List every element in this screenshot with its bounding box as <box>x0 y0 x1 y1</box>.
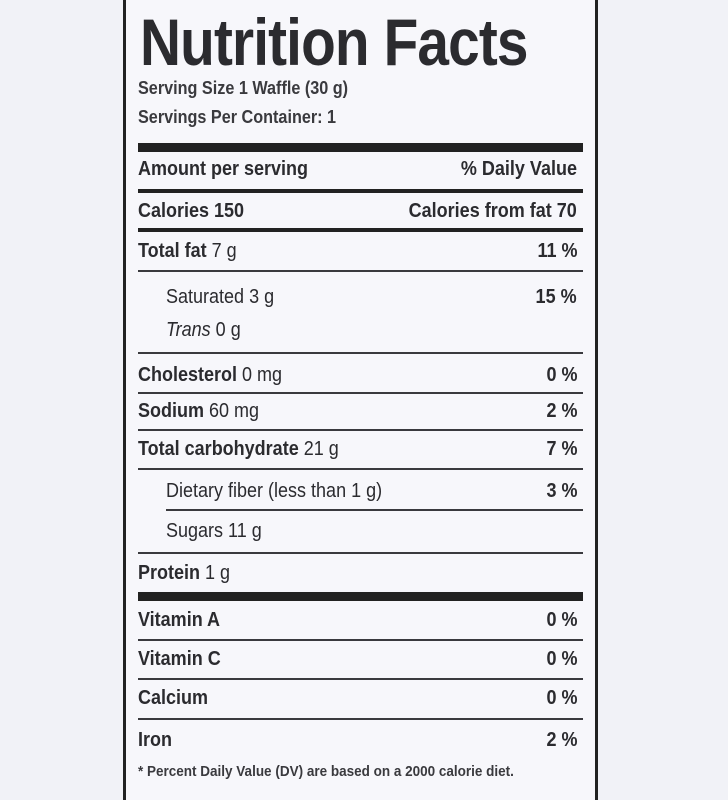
nutrient-name: Saturated <box>166 286 245 308</box>
nutrition-label: Nutrition Facts Serving Size 1 Waffle (3… <box>123 0 598 800</box>
vitamin-row-calcium: Calcium 0 % <box>138 687 583 717</box>
divider <box>138 429 583 431</box>
divider <box>138 392 583 394</box>
nutrient-row-protein: Protein 1 g <box>138 562 583 592</box>
calories-value: Calories 150 <box>138 200 245 222</box>
nutrient-row-total-fat: Total fat 7 g 11 % <box>138 240 583 270</box>
nutrient-amount: 0 mg <box>242 364 283 386</box>
divider <box>138 678 583 680</box>
nutrient-row-saturated: Saturated 3 g 15 % <box>138 286 583 316</box>
nutrient-dv: 0 % <box>545 364 577 386</box>
divider <box>138 552 583 554</box>
vitamin-name: Iron <box>138 729 173 751</box>
nutrient-name: Protein <box>138 562 201 584</box>
nutrient-row-cholesterol: Cholesterol 0 mg 0 % <box>138 364 583 394</box>
footnote: * Percent Daily Value (DV) are based on … <box>138 763 514 780</box>
thick-divider <box>138 143 583 152</box>
amount-header: Amount per serving <box>138 158 309 180</box>
vitamin-dv: 0 % <box>545 687 577 709</box>
vitamin-dv: 0 % <box>545 648 577 670</box>
nutrient-amount: 7 g <box>211 240 237 262</box>
nutrient-row-sodium: Sodium 60 mg 2 % <box>138 400 583 430</box>
nutrient-dv: 7 % <box>545 438 577 460</box>
nutrient-amount: 11 g <box>228 520 262 542</box>
vitamin-row-iron: Iron 2 % <box>138 729 583 759</box>
divider <box>138 468 583 470</box>
label-title: Nutrition Facts <box>140 5 528 79</box>
divider <box>138 270 583 272</box>
vitamin-name: Vitamin C <box>138 648 221 670</box>
divider <box>138 352 583 354</box>
medium-divider <box>138 228 583 232</box>
nutrient-name: Trans <box>166 319 211 341</box>
vitamin-dv: 0 % <box>545 609 577 631</box>
nutrient-dv: 11 % <box>536 240 577 262</box>
divider <box>166 509 583 511</box>
vitamin-name: Calcium <box>138 687 209 709</box>
nutrient-dv: 15 % <box>535 286 577 308</box>
calories-from-fat: Calories from fat 70 <box>408 200 577 222</box>
vitamin-row-c: Vitamin C 0 % <box>138 648 583 678</box>
calories-row: Calories 150 Calories from fat 70 <box>138 200 583 230</box>
nutrient-row-trans: Trans 0 g <box>138 319 583 349</box>
nutrient-dv: 2 % <box>545 400 577 422</box>
servings-per-container: Servings Per Container: 1 <box>138 107 337 127</box>
nutrient-name: Total fat <box>138 240 207 262</box>
nutrient-dv: 3 % <box>545 480 577 502</box>
nutrient-row-dietary-fiber: Dietary fiber (less than 1 g) 3 % <box>138 480 583 510</box>
thick-divider <box>138 592 583 601</box>
nutrient-row-sugars: Sugars 11 g <box>138 520 583 550</box>
nutrient-amount: (less than 1 g) <box>268 480 383 502</box>
vitamin-name: Vitamin A <box>138 609 221 631</box>
nutrient-name: Total carbohydrate <box>138 438 299 460</box>
nutrient-amount: 1 g <box>205 562 231 584</box>
serving-size: Serving Size 1 Waffle (30 g) <box>138 78 349 98</box>
divider <box>138 639 583 641</box>
header-row: Amount per serving % Daily Value <box>138 158 583 188</box>
nutrient-name: Sodium <box>138 400 205 422</box>
nutrient-amount: 21 g <box>303 438 339 460</box>
nutrient-row-total-carbohydrate: Total carbohydrate 21 g 7 % <box>138 438 583 468</box>
medium-divider <box>138 189 583 193</box>
nutrient-name: Dietary fiber <box>166 480 264 502</box>
divider <box>138 718 583 720</box>
nutrient-name: Sugars <box>166 520 224 542</box>
nutrient-amount: 60 mg <box>209 400 260 422</box>
nutrient-name: Cholesterol <box>138 364 238 386</box>
dv-header: % Daily Value <box>460 158 577 180</box>
nutrient-amount: 0 g <box>215 319 241 341</box>
vitamin-row-a: Vitamin A 0 % <box>138 609 583 639</box>
nutrient-amount: 3 g <box>249 286 275 308</box>
vitamin-dv: 2 % <box>545 729 577 751</box>
